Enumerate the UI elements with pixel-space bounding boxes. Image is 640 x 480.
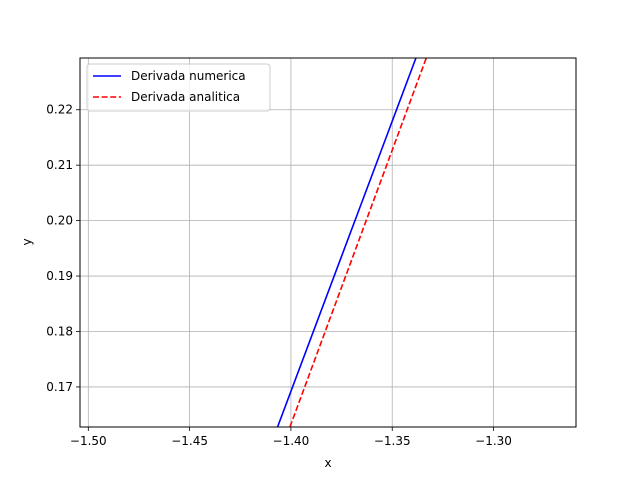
x-tick-label: −1.35 bbox=[374, 434, 411, 448]
legend-label-2: Derivada analitica bbox=[131, 90, 240, 104]
y-tick-label: 0.19 bbox=[46, 269, 73, 283]
legend-box bbox=[86, 63, 271, 112]
x-tick-label: −1.45 bbox=[171, 434, 208, 448]
legend-label-1: Derivada numerica bbox=[131, 69, 246, 83]
y-tick-label: 0.22 bbox=[46, 103, 73, 117]
axis-ticks: −1.50 −1.45 −1.40 −1.35 −1.30 0.17 0.18 0.19 0.2… bbox=[46, 103, 512, 448]
y-tick-label: 0.18 bbox=[46, 324, 73, 338]
y-tick-label: 0.17 bbox=[46, 380, 73, 394]
plot-frame bbox=[79, 57, 577, 428]
y-axis-label: y bbox=[20, 238, 34, 245]
series-layer bbox=[276, 58, 428, 427]
x-axis-label: x bbox=[324, 456, 331, 470]
legend: Derivada numerica Derivada analitica bbox=[86, 63, 271, 112]
x-tick-label: −1.40 bbox=[273, 434, 310, 448]
y-tick-label: 0.21 bbox=[46, 158, 73, 172]
grid bbox=[80, 58, 576, 427]
x-tick-label: −1.50 bbox=[70, 434, 107, 448]
series-line-1 bbox=[276, 58, 417, 427]
x-tick-label: −1.30 bbox=[475, 434, 512, 448]
series-line-2 bbox=[289, 58, 428, 427]
y-tick-label: 0.20 bbox=[46, 214, 73, 228]
